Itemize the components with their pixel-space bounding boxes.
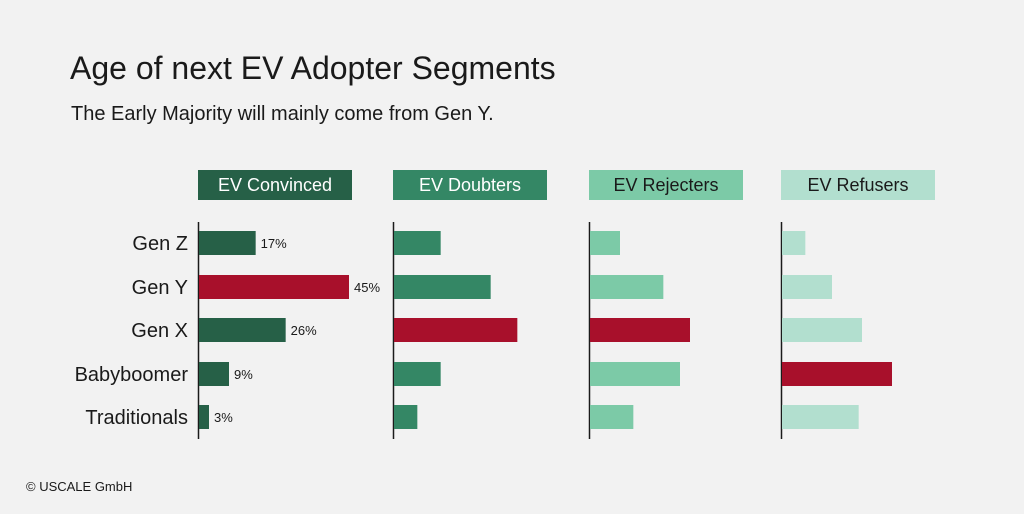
bar xyxy=(199,231,256,255)
series-header xyxy=(198,170,352,200)
bar xyxy=(590,275,664,299)
category-label: Babyboomer xyxy=(75,364,189,386)
series-header-label: EV Rejecters xyxy=(613,175,718,195)
bar xyxy=(590,405,634,429)
data-label: 26% xyxy=(291,323,317,338)
series-header xyxy=(781,170,935,200)
series-header-label: EV Refusers xyxy=(807,175,908,195)
category-label: Gen X xyxy=(131,320,188,342)
bar xyxy=(394,362,441,386)
bar xyxy=(782,362,892,386)
category-label: Gen Z xyxy=(132,233,188,255)
series-header-label: EV Doubters xyxy=(419,175,521,195)
bar xyxy=(782,231,806,255)
bar xyxy=(199,275,349,299)
chart-subtitle: The Early Majority will mainly come from… xyxy=(71,103,494,125)
bar xyxy=(199,362,229,386)
bar xyxy=(590,231,620,255)
data-label: 17% xyxy=(261,236,287,251)
bar xyxy=(199,405,209,429)
bar xyxy=(394,275,491,299)
data-label: 9% xyxy=(234,367,253,382)
chart-title: Age of next EV Adopter Segments xyxy=(70,50,556,86)
category-label: Traditionals xyxy=(85,407,188,429)
bar xyxy=(394,231,441,255)
bar xyxy=(782,405,859,429)
data-label: 45% xyxy=(354,280,380,295)
bar xyxy=(590,362,680,386)
bar xyxy=(199,318,286,342)
series-header xyxy=(589,170,743,200)
data-label: 3% xyxy=(214,410,233,425)
category-label: Gen Y xyxy=(132,277,188,299)
series-header-label: EV Convinced xyxy=(218,175,332,195)
bar xyxy=(394,405,418,429)
series-header xyxy=(393,170,547,200)
copyright-footer: © USCALE GmbH xyxy=(26,479,133,494)
bar xyxy=(782,318,862,342)
bar xyxy=(590,318,690,342)
bar xyxy=(782,275,832,299)
bar xyxy=(394,318,518,342)
